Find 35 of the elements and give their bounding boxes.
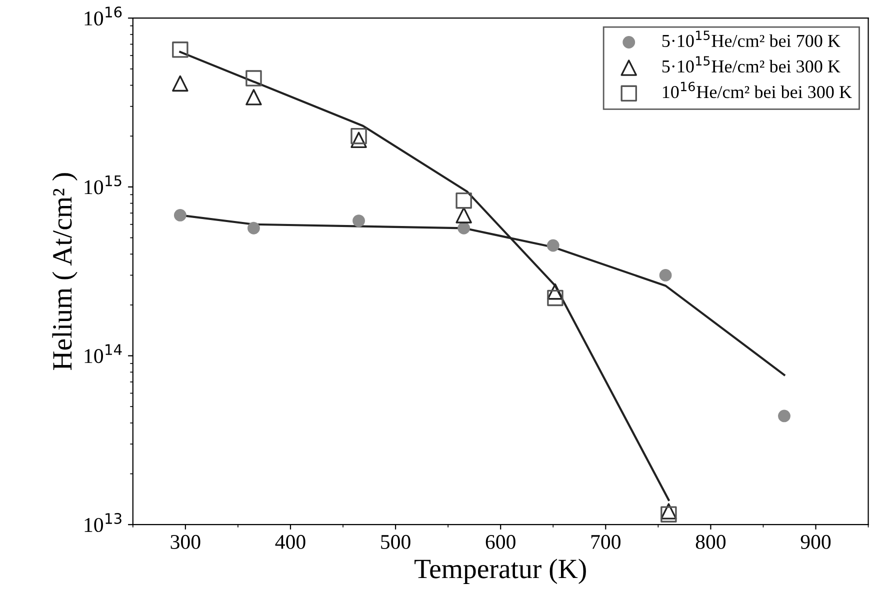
point [547, 283, 564, 300]
y-tick-label: 10$^{15}$ [84, 175, 122, 194]
point [246, 70, 262, 86]
point [659, 269, 672, 282]
legend-label: 10$^{16}$He/cm² bei bei 300 K [662, 82, 852, 98]
point [660, 503, 677, 520]
point [352, 214, 365, 228]
point [248, 222, 260, 234]
y-tick-label: 10$^{13}$ [84, 513, 122, 532]
point [546, 239, 560, 252]
point [246, 89, 262, 106]
x-tick-label: 700 [591, 534, 620, 549]
x-tick-label: 600 [486, 534, 516, 549]
point [174, 208, 186, 222]
point [458, 222, 470, 234]
x-tick-label: 800 [696, 534, 726, 549]
point [547, 290, 564, 306]
point [350, 132, 367, 148]
point [778, 410, 790, 422]
legend-label: 5·10$^{15}$He/cm² bei 700 K [662, 30, 840, 48]
y-axis-title: Helium ( At/cm² ) [52, 173, 78, 370]
point [172, 42, 188, 58]
point [660, 506, 677, 522]
point [456, 192, 472, 209]
x-tick-label: 900 [800, 534, 831, 549]
point [456, 207, 472, 224]
x-tick-label: 500 [381, 534, 410, 549]
point [172, 75, 188, 92]
y-tick-label: 10$^{16}$ [84, 6, 122, 26]
x-tick-label: 300 [170, 534, 200, 549]
x-axis-title: Temperatur (K) [414, 558, 586, 584]
point [350, 128, 367, 144]
x-tick-label: 400 [275, 534, 306, 549]
y-tick-label: 10$^{14}$ [84, 344, 122, 364]
legend-label: 5·10$^{15}$He/cm² bei 300 K [662, 56, 840, 73]
